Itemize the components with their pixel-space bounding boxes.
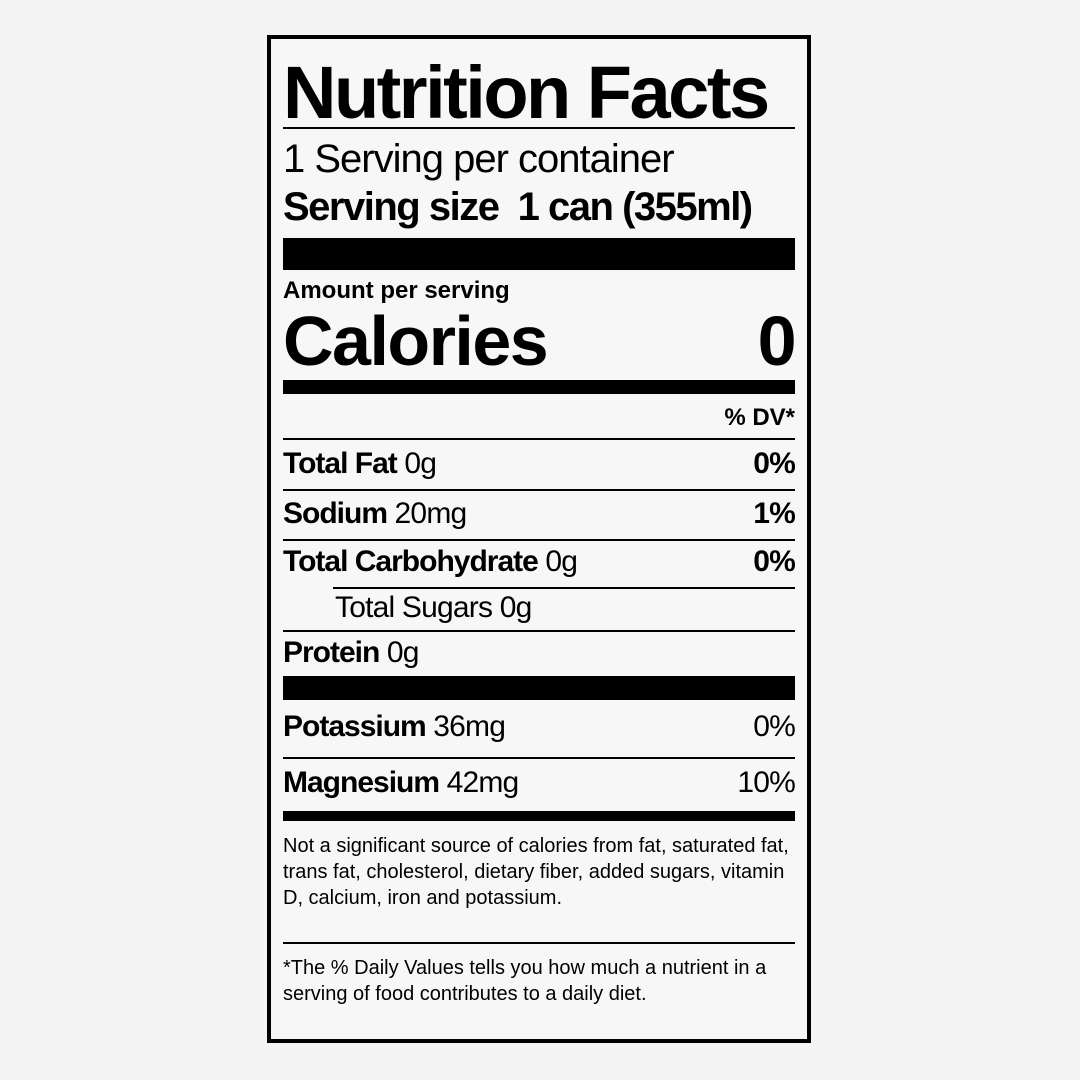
nutrient-name: Protein — [283, 636, 380, 669]
nutrient-amount: 0g — [404, 447, 437, 480]
dv-header: % DV* — [724, 404, 795, 431]
nutrient-dv: 1% — [753, 497, 796, 530]
medium-bar — [283, 380, 795, 394]
nutrient-row: Total Carbohydrate 0g 0% — [283, 544, 796, 580]
divider — [283, 539, 795, 541]
nutrient-row: Protein 0g — [283, 635, 795, 671]
nutrient-name: Total Carbohydrate — [283, 545, 539, 578]
divider — [283, 438, 795, 440]
nutrient-dv: 10% — [737, 766, 795, 799]
nutrient-amount: 42mg — [446, 766, 520, 799]
nutrient-name: Sodium — [283, 497, 388, 530]
nutrient-row: Magnesium 42mg 10% — [283, 765, 796, 801]
nutrient-name: Total Sugars — [335, 591, 493, 624]
nutrient-amount: 0g — [545, 545, 578, 578]
nutrient-amount: 0g — [499, 591, 533, 624]
divider — [283, 757, 795, 759]
nutrient-name: Total Fat — [283, 447, 398, 480]
footnote-daily-value: *The % Daily Values tells you how much a… — [283, 957, 767, 1005]
medium-bar — [283, 811, 795, 821]
footnote-significant: Not a significant source of calories fro… — [283, 835, 789, 909]
nutrient-name: Magnesium — [283, 766, 440, 799]
nutrient-row: Total Fat 0g 0% — [283, 446, 796, 482]
nutrient-name: Potassium — [283, 710, 427, 743]
divider — [283, 127, 795, 129]
calories-row: Calories 0 — [283, 301, 797, 381]
nutrient-dv: 0% — [753, 447, 796, 480]
nutrient-amount: 20mg — [394, 497, 468, 530]
serving-size-label: Serving size — [283, 185, 500, 229]
thick-bar — [283, 238, 795, 270]
amount-per-serving: Amount per serving — [283, 277, 510, 304]
thick-bar — [283, 676, 795, 700]
nutrient-dv: 0% — [753, 710, 796, 743]
calories-value: 0 — [757, 302, 797, 380]
divider — [283, 942, 795, 944]
nutrient-row: Potassium 36mg 0% — [283, 709, 796, 745]
nutrient-amount: 36mg — [433, 710, 506, 743]
serving-size-value: 1 can (355ml) — [517, 185, 753, 229]
nutrition-facts-label: Nutrition Facts 1 Serving per container … — [267, 35, 811, 1043]
servings-per-container: 1 Serving per container — [283, 137, 675, 181]
nutrient-dv: 0% — [753, 545, 796, 578]
serving-size: Serving size 1 can (355ml) — [283, 183, 795, 231]
calories-label: Calories — [283, 302, 549, 380]
nutrient-row: Sodium 20mg 1% — [283, 496, 796, 532]
divider — [333, 587, 795, 589]
divider — [283, 630, 795, 632]
divider — [283, 489, 795, 491]
nutrient-row-sub: Total Sugars 0g — [335, 590, 795, 626]
nutrient-amount: 0g — [386, 636, 420, 669]
label-title: Nutrition Facts — [283, 51, 770, 134]
